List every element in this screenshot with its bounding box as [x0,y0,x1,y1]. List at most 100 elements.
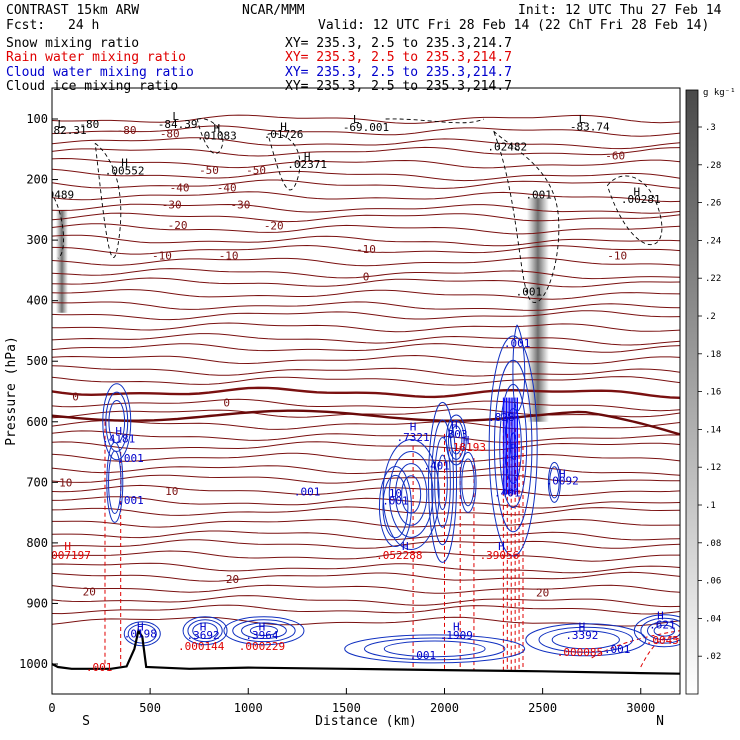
temperature-contour-line [52,398,680,412]
rain-water-contour [640,636,680,668]
cloud-water-contour [447,419,465,460]
fcst-label: Fcst: [6,18,46,33]
cloud-water-contour [431,419,454,546]
cloud-water-contour [633,614,680,648]
max-marker: H [579,620,586,633]
contour-annotation: .0092 [546,475,579,488]
south-end-label: S [82,714,90,729]
contour-annotation: -80 [79,118,99,131]
contour-annotation: .001 [117,494,144,507]
temperature-contour-line [52,234,680,247]
contour-annotation: H [64,540,71,553]
temperature-label: 10 [165,485,178,498]
contour-annotation: .001 [525,189,552,202]
temperature-contour-line [52,146,680,157]
temperature-contour-line [52,616,680,627]
temperature-contour-line [52,212,680,223]
contour-annotation: .001 [117,452,144,465]
temperature-label: -40 [217,181,237,194]
cloud-water-contour [382,474,409,539]
temperature-contour-line [52,430,680,443]
temperature-label: 20 [536,587,549,600]
temperature-label: -80 [117,124,137,137]
contour-annotation: .0198 [124,628,157,641]
cloud-water-contour [383,640,486,658]
contour-labels: -82.31L -80 -84.39LH.01083H.01726-69.001L.… [52,110,679,674]
contour-annotation: .052288 [376,549,422,562]
model-title: CONTRAST 15km ARW [6,3,140,18]
y-tick-label: 600 [26,415,48,429]
cloud-ice-contours [53,118,663,303]
rain-water-contours [104,421,680,672]
cloud-water-contour [551,630,620,650]
temperature-label: -80 [160,128,180,141]
temperature-contour-line [52,474,680,484]
contour-annotation: .7321 [397,431,430,444]
y-tick-label: 900 [26,596,48,610]
temperature-contour-line [52,310,680,321]
cloud-water-contour [249,625,279,636]
terrain-line [52,627,680,675]
cloud-water-contour [192,622,218,640]
field-cloud-water-name: Cloud water mixing ratio [6,65,194,80]
cloud-water-contour [378,466,412,548]
temperature-label: -30 [230,198,250,211]
valid-time: Valid: 12 UTC Fri 28 Feb 14 (22 ChT Fri … [318,18,710,33]
colorbar-ticks: .3 .28 .26 .24 .22 .2 .18 .16 .14 .12 .1 .08 .06 .04.… [698,123,721,662]
cloud-ice-contour [267,133,301,191]
temperature-contour-line [52,484,680,497]
x-tick-label: 3000 [626,701,655,715]
contour-annotation: .01083 [197,129,237,142]
cloud-water-contour [394,463,428,526]
temperature-contours: -80 -80 -60 -50 -50 -40 -40 -30 -30 -20 -20 -10 -10 -… [52,114,680,627]
temperature-label: -60 [605,149,625,162]
cloud-water-contour [382,438,440,550]
temperature-contour-line [52,420,680,430]
contour-annotation: H [214,122,221,135]
temperature-contour-line [52,441,680,451]
temperature-contour-line [52,465,680,476]
contour-annotation: .3392 [565,629,598,642]
zero-isotherm [52,409,680,436]
x-axis-label: Distance (km) [315,714,417,729]
cloud-water-contour [445,414,467,466]
plot-frame [51,87,681,695]
temperature-label: 0 [72,390,79,403]
y-tick-label: 500 [26,354,48,368]
cloud-water-contour [450,425,463,455]
init-time: Init: 12 UTC Thu 27 Feb 14 [518,3,722,18]
temperature-label: -20 [168,219,188,232]
cloud-ice-contour [53,197,64,259]
y-tick-label: 1000 [19,657,48,671]
colorbar-tick-label: .22 [705,274,721,284]
temperature-label: 10 [59,476,72,489]
y-tick-label: 100 [26,112,48,126]
contour-annotation: .001 [516,286,543,299]
center-title: NCAR/MMM [242,3,305,18]
colorbar-tick-label: .14 [705,425,721,435]
temperature-label: -30 [162,198,182,211]
temperature-contour-line [52,168,680,182]
colorbar-tick-label: .16 [705,388,721,398]
cloud-water-contour [437,454,448,511]
x-tick-label: 1500 [332,701,361,715]
cloud-water-contour [461,458,475,507]
contour-annotation: .001 [410,649,437,662]
colorbar-tick-label: .12 [705,463,721,473]
contour-annotation: .000085 [557,646,603,659]
contour-annotation: .00281 [621,193,661,206]
max-marker: H [410,421,417,434]
cloud-water-contour [108,450,122,515]
temperature-label: -40 [170,181,190,194]
y-axis-label: Pressure (hPa) [4,336,19,446]
contour-annotation: .4181 [102,433,135,446]
cloud-water-contour [388,451,434,538]
contour-annotation: .39056 [480,549,520,562]
temperature-contour-line [52,289,680,300]
temperature-contour-line [52,354,680,365]
cloud-water-contour [428,401,458,563]
contour-annotation: -83.74 [570,120,610,133]
x-tick-label: 0 [48,701,55,715]
y-tick-label: 400 [26,294,48,308]
field-cloud-water-xy: XY= 235.3, 2.5 to 235.3,214.7 [285,65,512,80]
